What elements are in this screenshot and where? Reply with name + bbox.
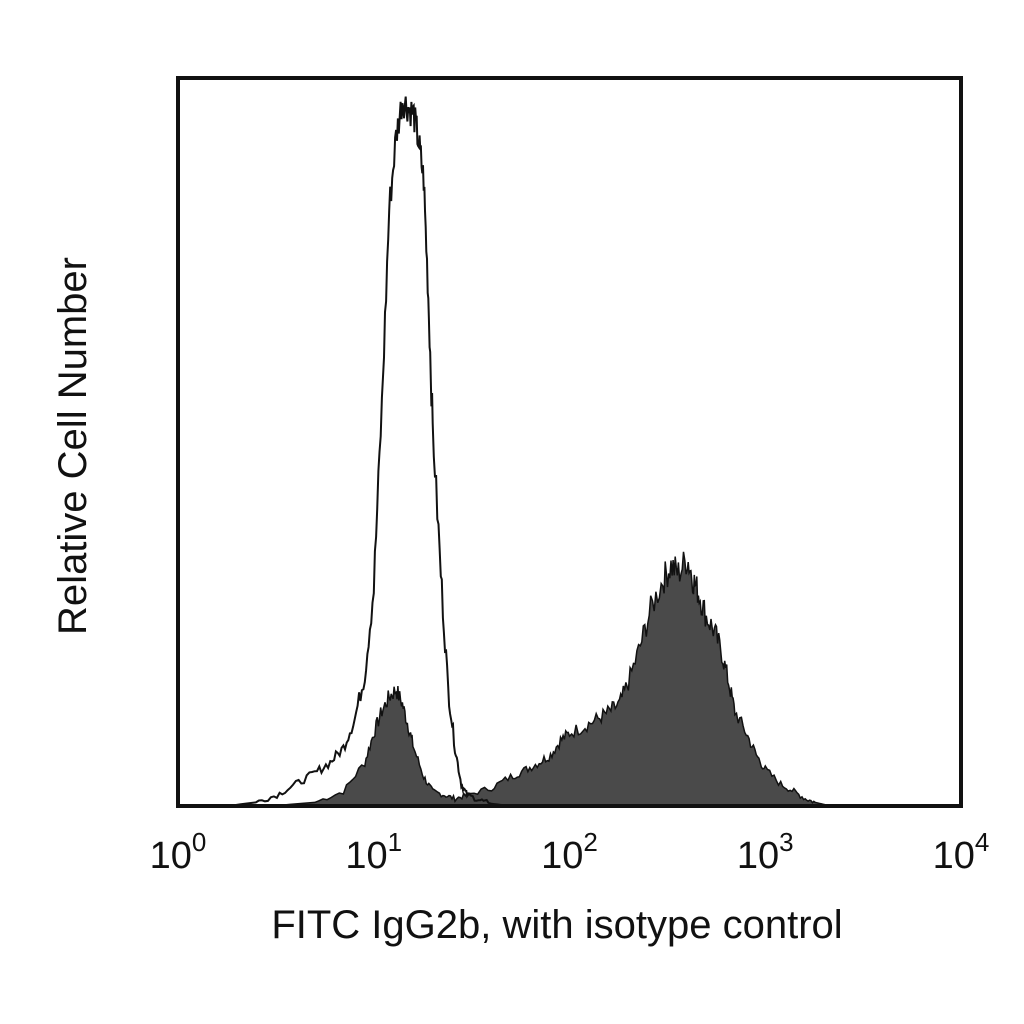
outline-histogram-series: [227, 96, 511, 807]
x-tick-label: 101: [345, 827, 402, 877]
x-tick-labels: 100 101 102 103 104: [150, 827, 990, 877]
series-layer: [227, 96, 833, 807]
x-axis-label: FITC IgG2b, with isotype control: [271, 903, 842, 947]
filled-histogram-series: [271, 551, 833, 807]
x-tick-label: 104: [933, 827, 990, 877]
x-tick-label: 103: [737, 827, 794, 877]
plot-frame: [176, 76, 963, 808]
y-axis-label: Relative Cell Number: [51, 257, 95, 635]
x-tick-label: 102: [541, 827, 598, 877]
x-tick-label: 100: [150, 827, 207, 877]
